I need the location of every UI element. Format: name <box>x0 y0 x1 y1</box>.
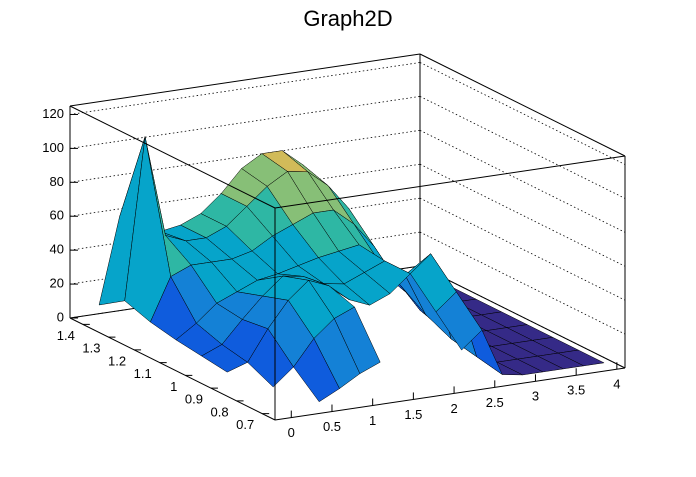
y-tick-label: 0.7 <box>236 417 254 432</box>
box-edge <box>419 265 626 369</box>
chart-title: Graph2D <box>303 6 392 31</box>
y-tick-label: 0.8 <box>210 404 228 419</box>
y-axis <box>69 317 276 421</box>
grid-line <box>69 129 421 183</box>
z-tick-label: 100 <box>42 140 64 155</box>
grid-line <box>419 129 626 233</box>
x-tick-label: 0 <box>288 425 295 440</box>
y-tick-label: 1.3 <box>82 341 100 356</box>
grid-line <box>419 62 626 165</box>
x-tick-label: 4 <box>613 377 620 392</box>
x-tick-label: 2.5 <box>486 395 504 410</box>
z-tick-label: 20 <box>50 276 64 291</box>
z-tick-label: 0 <box>57 309 64 324</box>
x-tick-label: 1 <box>369 413 376 428</box>
surface-cell <box>201 344 249 373</box>
box-edge <box>69 53 421 107</box>
grid-line <box>419 96 626 199</box>
y-tick-label: 1 <box>170 379 177 394</box>
z-tick-label: 40 <box>50 242 64 257</box>
box-edge <box>419 53 626 157</box>
box-edge <box>69 105 276 209</box>
x-axis <box>274 367 626 421</box>
x-tick-label: 3.5 <box>567 383 585 398</box>
z-tick-label: 80 <box>50 174 64 189</box>
y-tick-label: 1.2 <box>108 353 126 368</box>
grid-line <box>69 62 421 115</box>
grid-line <box>419 163 626 267</box>
x-tick-label: 1.5 <box>404 407 422 422</box>
z-tick-label: 60 <box>50 208 64 223</box>
surface-cell <box>293 338 340 403</box>
box-edge <box>274 155 626 209</box>
y-tick-label: 1.1 <box>134 366 152 381</box>
z-tick-label: 120 <box>42 106 64 121</box>
surface-cell <box>247 328 294 388</box>
y-tick-label: 0.9 <box>185 392 203 407</box>
x-tick-label: 2 <box>450 401 457 416</box>
x-tick-label: 3 <box>532 389 539 404</box>
x-tick-label: 0.5 <box>323 419 341 434</box>
y-tick-label: 1.4 <box>57 328 75 343</box>
grid-line <box>69 96 421 149</box>
surface-cell <box>435 291 483 351</box>
